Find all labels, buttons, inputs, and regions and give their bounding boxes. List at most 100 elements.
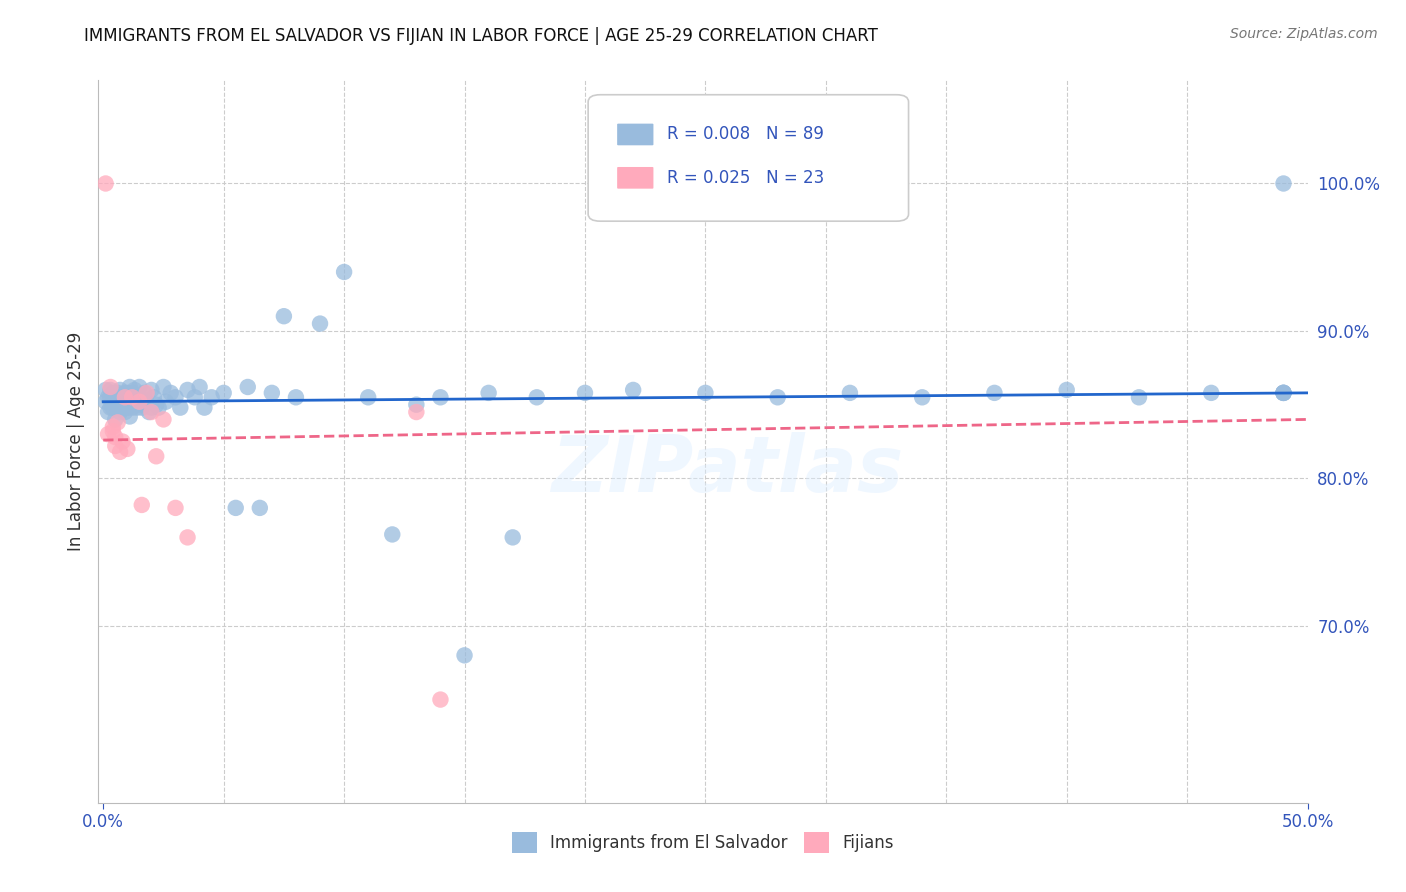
Point [111,401,134,415]
Point [94,177,117,191]
Point [260,385,283,400]
Point [1272,385,1295,400]
Point [94,383,117,397]
Text: Source: ZipAtlas.com: Source: ZipAtlas.com [1230,27,1378,41]
Point [104,398,127,412]
Point [695,385,717,400]
Point [526,390,548,404]
Point [621,383,644,397]
Point [97,405,120,419]
Point [225,500,247,515]
Point [1128,390,1150,404]
Point [911,390,934,404]
Point [249,500,271,515]
Point [135,394,157,409]
Point [1272,385,1295,400]
Point [118,409,141,424]
Point [212,385,235,400]
Point [104,439,127,453]
Point [141,383,163,397]
Point [357,390,380,404]
Point [128,380,150,394]
Point [114,385,136,400]
Point [429,692,451,706]
Point [121,390,143,404]
Point [108,405,131,419]
Point [1272,385,1295,400]
Point [201,390,224,404]
Point [145,450,167,464]
Point [131,498,153,512]
Y-axis label: In Labor Force | Age 25-29: In Labor Force | Age 25-29 [66,332,84,551]
Legend: Immigrants from El Salvador, Fijians: Immigrants from El Salvador, Fijians [505,826,901,860]
Point [107,401,129,415]
Point [100,401,122,415]
Point [152,380,174,394]
Point [176,530,198,544]
Point [1199,385,1222,400]
Point [273,309,295,323]
Point [1272,177,1295,191]
Point [134,385,156,400]
Point [128,394,150,409]
Point [107,394,129,409]
Point [128,398,150,412]
Point [101,385,124,400]
Point [104,430,127,444]
Point [478,385,501,400]
Point [502,530,524,544]
Point [121,385,143,400]
Point [100,383,122,397]
Point [155,394,177,409]
Point [111,434,134,449]
Point [284,390,307,404]
Point [165,390,187,404]
Point [97,427,120,442]
Point [107,385,129,400]
Point [117,394,139,409]
Point [131,401,153,415]
Point [983,385,1005,400]
Point [453,648,475,663]
Point [165,500,187,515]
Point [101,401,124,415]
Point [141,401,163,415]
Point [101,424,124,438]
Point [333,265,356,279]
Point [117,385,139,400]
Point [839,385,862,400]
Point [138,405,160,419]
Point [100,380,122,394]
Text: R = 0.008   N = 89: R = 0.008 N = 89 [666,126,824,144]
Point [108,394,131,409]
Point [574,385,596,400]
Point [405,405,427,419]
Point [94,394,117,409]
Point [108,383,131,397]
Text: IMMIGRANTS FROM EL SALVADOR VS FIJIAN IN LABOR FORCE | AGE 25-29 CORRELATION CHA: IMMIGRANTS FROM EL SALVADOR VS FIJIAN IN… [84,27,879,45]
Point [124,383,146,397]
Point [104,412,127,426]
Point [159,385,181,400]
Point [111,398,134,412]
Point [309,317,332,331]
Point [152,412,174,426]
Point [188,380,211,394]
Point [101,394,124,409]
Point [114,405,136,419]
FancyBboxPatch shape [617,167,654,189]
Point [405,398,427,412]
Point [111,390,134,404]
Point [236,380,259,394]
Point [1056,383,1078,397]
Point [145,398,167,412]
Point [128,390,150,404]
Point [117,401,139,415]
Point [1272,385,1295,400]
Text: R = 0.025   N = 23: R = 0.025 N = 23 [666,169,824,186]
Text: ZIPatlas: ZIPatlas [551,433,903,508]
Point [107,416,129,430]
FancyBboxPatch shape [617,124,654,145]
Point [104,390,127,404]
Point [118,380,141,394]
